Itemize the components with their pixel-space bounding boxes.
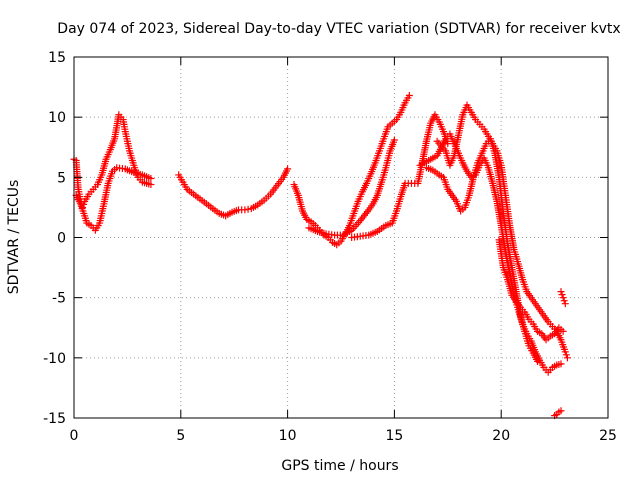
x-axis-title: GPS time / hours xyxy=(281,458,398,474)
x-tick-label: 10 xyxy=(279,428,297,444)
data-point xyxy=(284,165,292,173)
data-point xyxy=(557,360,565,368)
data-point xyxy=(559,294,567,302)
series-track-2 xyxy=(72,164,155,234)
data-point xyxy=(559,327,567,335)
data-point xyxy=(147,181,155,189)
data-layer xyxy=(70,92,571,420)
y-tick-label: -10 xyxy=(43,351,66,367)
series-track-9 xyxy=(433,101,571,362)
y-tick-label: 0 xyxy=(57,231,66,247)
y-tick-label: -15 xyxy=(43,411,66,427)
tick-layer: 0 5 10 15 20 25 -15 -10 -5 0 5 10 15 xyxy=(43,50,617,444)
data-point xyxy=(557,288,565,296)
series-track-10 xyxy=(495,236,567,344)
data-point xyxy=(563,354,571,362)
data-point xyxy=(405,92,413,100)
x-tick-label: 5 xyxy=(176,428,185,444)
series-track-5 xyxy=(305,136,398,239)
data-point xyxy=(244,205,252,213)
y-tick-label: 5 xyxy=(57,170,66,186)
data-point xyxy=(241,206,249,214)
data-point xyxy=(390,136,398,144)
y-axis-title: SDTVAR / TECUs xyxy=(6,180,22,295)
y-tick-label: -5 xyxy=(52,291,66,307)
data-point xyxy=(562,351,570,359)
chart-title: Day 074 of 2023, Sidereal Day-to-day VTE… xyxy=(57,21,620,37)
x-tick-label: 25 xyxy=(599,428,617,444)
series-track-11 xyxy=(551,288,569,420)
data-point xyxy=(561,300,569,308)
data-point xyxy=(561,348,569,356)
x-tick-label: 20 xyxy=(492,428,510,444)
x-tick-label: 15 xyxy=(385,428,403,444)
data-point xyxy=(557,407,565,415)
series-track-3 xyxy=(175,165,292,220)
data-point xyxy=(558,291,566,299)
y-tick-label: 10 xyxy=(48,110,66,126)
data-point xyxy=(560,297,568,305)
x-tick-label: 0 xyxy=(70,428,79,444)
data-point xyxy=(147,175,155,183)
y-tick-label: 15 xyxy=(48,50,66,66)
